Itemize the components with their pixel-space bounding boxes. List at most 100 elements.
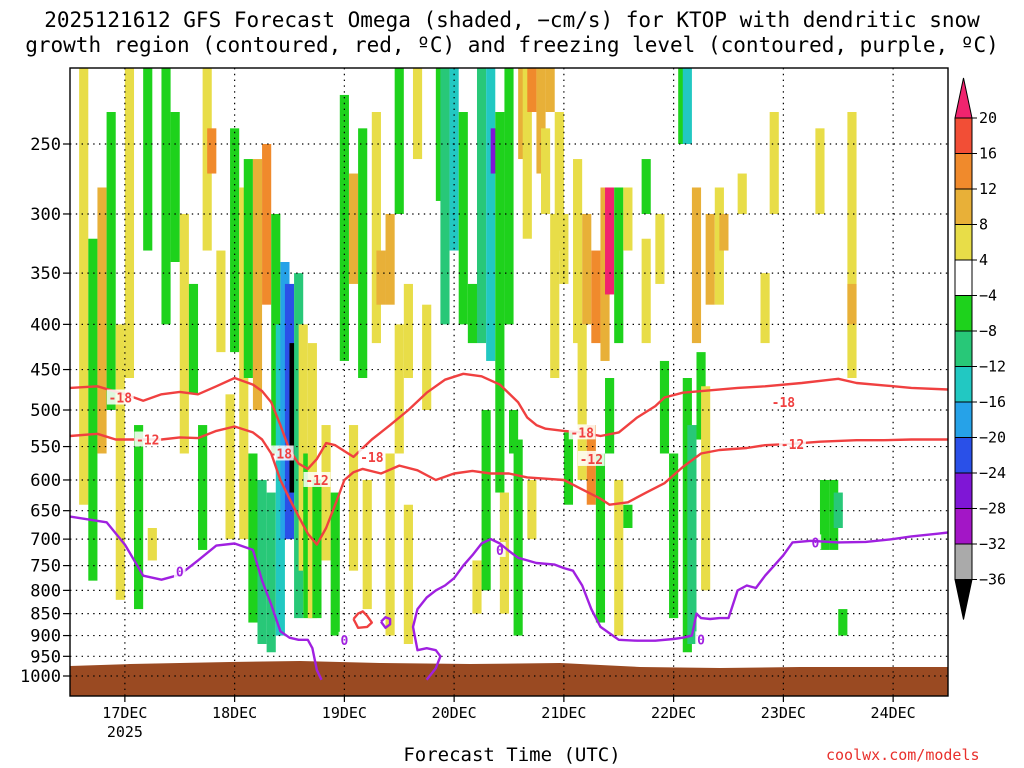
contour-label-bg <box>358 448 386 464</box>
omega-cell <box>705 213 715 305</box>
y-tick-label: 600 <box>30 471 61 491</box>
contour-label: 0 <box>340 634 348 649</box>
omega-cell <box>202 68 212 251</box>
omega-cell <box>358 128 368 379</box>
omega-cell <box>659 360 670 454</box>
contour-label: -18 <box>269 447 293 462</box>
colorbar-swatch <box>954 472 973 509</box>
omega-cell <box>591 250 601 344</box>
omega-cell <box>522 68 532 239</box>
omega-cell <box>106 112 116 410</box>
contour-label-bg <box>303 471 331 487</box>
colorbar-swatch <box>954 153 973 190</box>
colorbar-swatch <box>954 508 973 545</box>
omega-cell <box>280 261 290 540</box>
colorbar-swatch <box>954 437 973 474</box>
omega-cell <box>376 250 386 305</box>
contour-label-bg <box>779 435 806 451</box>
omega-cell <box>330 492 340 636</box>
contour-label: -18 <box>772 396 796 411</box>
omega-cell <box>147 527 157 561</box>
omega-cell <box>691 187 702 344</box>
omega-cell <box>243 159 253 379</box>
contour-label: 0 <box>811 536 819 551</box>
omega-cell <box>527 68 537 113</box>
omega-cell <box>394 324 404 454</box>
y-tick-label: 550 <box>30 438 61 458</box>
omega-cell <box>403 283 413 379</box>
omega-cell <box>815 128 825 214</box>
colorbar: 20 16 12 8 4 −4 −8 −12 −16 −20 −24 −28 −32 −36 <box>954 77 1006 620</box>
contour-label: 0 <box>496 544 504 559</box>
y-tick-label: 300 <box>30 205 61 225</box>
omega-cell <box>495 112 505 493</box>
omega-cell <box>550 213 560 379</box>
omega-cell <box>124 68 135 379</box>
y-tick-label: 900 <box>30 627 61 647</box>
ground-layer <box>70 661 948 696</box>
omega-cell <box>682 68 692 144</box>
contour-line <box>70 515 323 681</box>
omega-cell <box>563 432 574 505</box>
omega-cell <box>605 187 615 295</box>
omega-cell <box>467 283 477 344</box>
colorbar-label: −12 <box>979 358 1006 376</box>
omega-cell <box>541 128 551 214</box>
y-tick-label: 650 <box>30 502 61 522</box>
colorbar-label: −28 <box>979 500 1006 518</box>
contour-label-bg <box>266 445 294 461</box>
omega-cell <box>833 492 843 528</box>
omega-cell <box>394 68 404 214</box>
omega-cell <box>582 213 592 325</box>
omega-cell <box>161 68 171 325</box>
omega-cell <box>614 479 624 636</box>
omega-cell <box>440 68 450 325</box>
contour-line <box>380 616 392 629</box>
omega-cell <box>614 187 624 344</box>
omega-cell <box>348 425 359 571</box>
omega-cell <box>134 425 144 610</box>
omega-cell <box>641 238 651 344</box>
y-tick-label: 450 <box>30 361 61 381</box>
omega-cell <box>207 128 217 174</box>
omega-cell <box>536 68 546 174</box>
plot-frame <box>69 67 949 697</box>
contour-label: -18 <box>570 426 594 441</box>
omega-cell <box>655 213 665 284</box>
omega-cell <box>248 453 258 623</box>
chart-title-line-1: 2025121612 GFS Forecast Omega (shaded, −… <box>44 8 980 32</box>
colorbar-swatch <box>954 543 973 580</box>
colorbar-label: 12 <box>979 180 997 198</box>
omega-cell <box>595 453 606 623</box>
y-tick-label: 850 <box>30 605 61 625</box>
colorbar-label: −20 <box>979 429 1006 447</box>
colorbar-label: −24 <box>979 464 1006 482</box>
colorbar-swatch <box>954 259 973 296</box>
omega-cell <box>412 68 423 160</box>
contour-layer: -18 -18 -18 -18 -18 -12 -12 -12 -12 0 0 0 0 0 <box>70 372 948 681</box>
x-tick-label: 21DEC <box>541 704 586 722</box>
colorbar-label: −36 <box>979 571 1006 589</box>
colorbar-label: 16 <box>979 145 997 163</box>
x-tick-label: 22DEC <box>651 704 696 722</box>
omega-cell <box>737 173 747 214</box>
contour-line <box>411 531 948 681</box>
omega-cell <box>819 479 830 550</box>
omega-cell <box>605 378 615 454</box>
omega-cell <box>476 68 487 344</box>
omega-cell <box>577 324 587 480</box>
omega-cell <box>719 213 729 251</box>
omega-cell <box>252 159 263 410</box>
omega-cell <box>623 504 633 528</box>
omega-cell <box>170 112 180 262</box>
colorbar-swatch <box>954 188 973 225</box>
omega-cell <box>294 273 304 619</box>
x-tick-sublabel: 2025 <box>107 723 143 741</box>
contour-label: 0 <box>697 633 705 648</box>
contour-label-bg <box>494 541 506 557</box>
omega-cell <box>623 187 633 251</box>
colorbar-top-arrow <box>954 77 973 119</box>
credit-text: coolwx.com/models <box>826 746 980 764</box>
omega-cell <box>486 68 496 361</box>
